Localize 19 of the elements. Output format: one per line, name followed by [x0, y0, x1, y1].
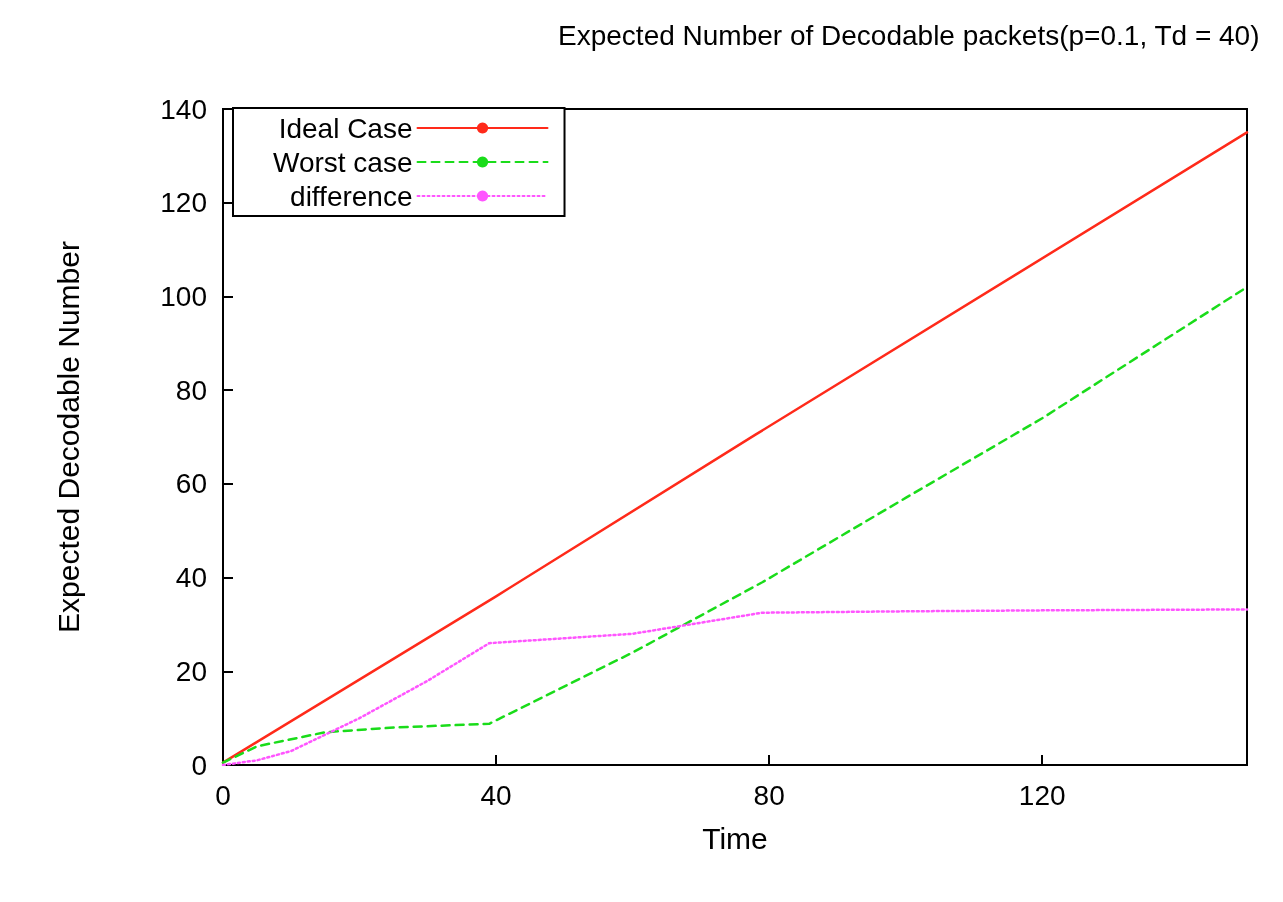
x-tick-label: 40 — [480, 779, 512, 811]
y-tick-label: 40 — [175, 562, 207, 594]
y-tick-label: 60 — [175, 468, 207, 500]
y-tick-label: 100 — [160, 280, 207, 312]
y-tick-label: 20 — [175, 655, 207, 687]
legend-label: Worst case — [272, 146, 413, 178]
y-tick-label: 120 — [160, 187, 207, 219]
x-tick-label: 120 — [1018, 779, 1066, 811]
x-tick-label: 0 — [215, 779, 231, 811]
y-tick-label: 0 — [191, 749, 207, 781]
legend-label: Ideal Case — [278, 112, 413, 144]
x-axis-title: Time — [702, 821, 768, 855]
x-tick-label: 80 — [753, 779, 785, 811]
chart-title: Expected Number of Decodable packets(p=0.1, Td = 40) — [558, 19, 1260, 51]
y-axis-title: Expected Decodable Number — [51, 241, 85, 633]
y-tick-label: 140 — [160, 93, 207, 125]
line-series — [221, 608, 1249, 767]
y-tick-label: 80 — [175, 374, 207, 406]
legend-label: difference — [290, 180, 413, 212]
